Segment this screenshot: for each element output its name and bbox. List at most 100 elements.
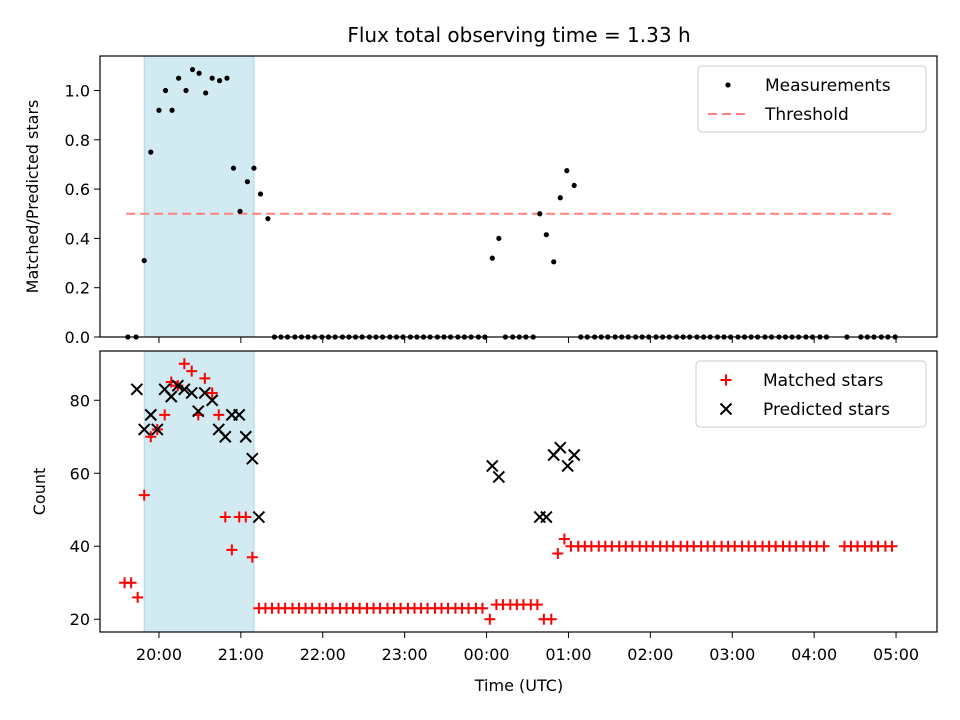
x-tick-label: 21:00 [218, 645, 264, 664]
data-point [206, 387, 218, 399]
data-point [237, 208, 243, 214]
data-point [486, 459, 499, 473]
series-predicted-stars [130, 379, 581, 524]
data-point [171, 379, 185, 392]
data-point [216, 78, 223, 84]
data-point [558, 533, 570, 545]
data-point [496, 235, 502, 242]
data-point [257, 191, 264, 197]
legend-label: Predicted stars [763, 400, 890, 420]
axes-frame [99, 350, 938, 633]
data-point [185, 386, 198, 400]
data-point [561, 459, 574, 473]
x-tick-label: 23:00 [382, 645, 428, 664]
data-point [545, 613, 557, 625]
data-point [233, 408, 246, 422]
y-tick-label: 80 [70, 391, 90, 410]
legend-marker [725, 82, 731, 88]
data-point [552, 548, 564, 560]
data-point [189, 66, 196, 73]
data-point [219, 430, 232, 443]
data-point [251, 165, 257, 171]
data-point [240, 511, 252, 523]
data-point [543, 232, 549, 238]
observing-window-band [143, 55, 255, 338]
legend-label: Matched stars [763, 371, 883, 391]
legend: Measurements Threshold [697, 65, 927, 133]
data-point [564, 168, 570, 174]
data-point [818, 540, 830, 552]
data-point [199, 372, 211, 384]
data-point [186, 365, 198, 377]
data-point [125, 577, 137, 589]
data-point [492, 470, 506, 484]
legend: Matched stars Predicted stars [695, 360, 927, 428]
data-point [226, 544, 238, 556]
data-point [230, 165, 237, 171]
data-point [489, 255, 495, 261]
data-point [130, 383, 144, 396]
data-point [159, 409, 171, 421]
data-point [567, 448, 581, 462]
data-point [151, 423, 164, 436]
data-point [224, 75, 230, 81]
data-point [178, 383, 191, 396]
x-tick-label: 01:00 [545, 645, 591, 664]
ratio-panel: 0.0 0.2 0.4 0.6 0.8 1.0 Matched/Predicted star… [23, 55, 938, 347]
data-point [148, 149, 154, 155]
y-tick-label: 0.6 [65, 180, 90, 199]
count-panel: 20 40 60 80 20:00 21:00 22:00 23:00 00:00 01:00 02… [30, 350, 938, 664]
data-point [537, 211, 543, 217]
data-point [144, 408, 157, 422]
x-tick-label: 22:00 [300, 645, 346, 664]
legend-label: Threshold [764, 105, 849, 125]
data-point [162, 87, 169, 94]
data-point [551, 259, 557, 265]
chart-title: Flux total observing time = 1.33 h [347, 23, 690, 47]
data-point [205, 394, 219, 407]
data-point [132, 591, 144, 603]
y-tick-label: 20 [70, 610, 90, 629]
legend-box [695, 360, 927, 428]
data-point [138, 423, 151, 436]
data-point [141, 257, 147, 264]
data-point [196, 70, 202, 76]
y-tick-label: 0.0 [65, 328, 90, 347]
data-point [213, 409, 225, 421]
x-tick-label: 05:00 [873, 645, 919, 664]
data-point [571, 182, 577, 189]
y-tick-label: 40 [70, 537, 90, 556]
data-point [209, 75, 215, 81]
x-tick-label: 20:00 [136, 645, 182, 664]
data-point [169, 107, 175, 113]
x-tick-label: 02:00 [627, 645, 673, 664]
y-tick-label: 60 [70, 464, 90, 483]
series-matched-stars [119, 358, 898, 625]
data-point [138, 489, 150, 501]
data-point [886, 540, 898, 552]
data-point [176, 75, 182, 81]
data-point [183, 87, 189, 94]
data-point [476, 602, 488, 614]
data-point [239, 430, 252, 443]
data-point [246, 551, 258, 563]
data-point [265, 216, 271, 222]
data-point [540, 510, 553, 524]
data-point [484, 613, 496, 625]
x-tick-label: 04:00 [791, 645, 837, 664]
x-tick-label: 00:00 [464, 645, 510, 664]
data-point [178, 358, 190, 370]
y-tick-label: 0.4 [65, 229, 90, 248]
data-point [554, 441, 567, 454]
y-tick-label: 1.0 [65, 82, 90, 101]
axes-frame [99, 55, 938, 338]
x-tick-label: 03:00 [709, 645, 755, 664]
data-point [203, 90, 209, 96]
data-point [531, 599, 543, 611]
data-point [557, 195, 563, 201]
data-point [145, 431, 157, 443]
legend-marker [720, 374, 732, 386]
y-tick-label: 0.8 [65, 131, 90, 150]
legend-label: Measurements [765, 76, 891, 96]
data-point [219, 511, 231, 523]
